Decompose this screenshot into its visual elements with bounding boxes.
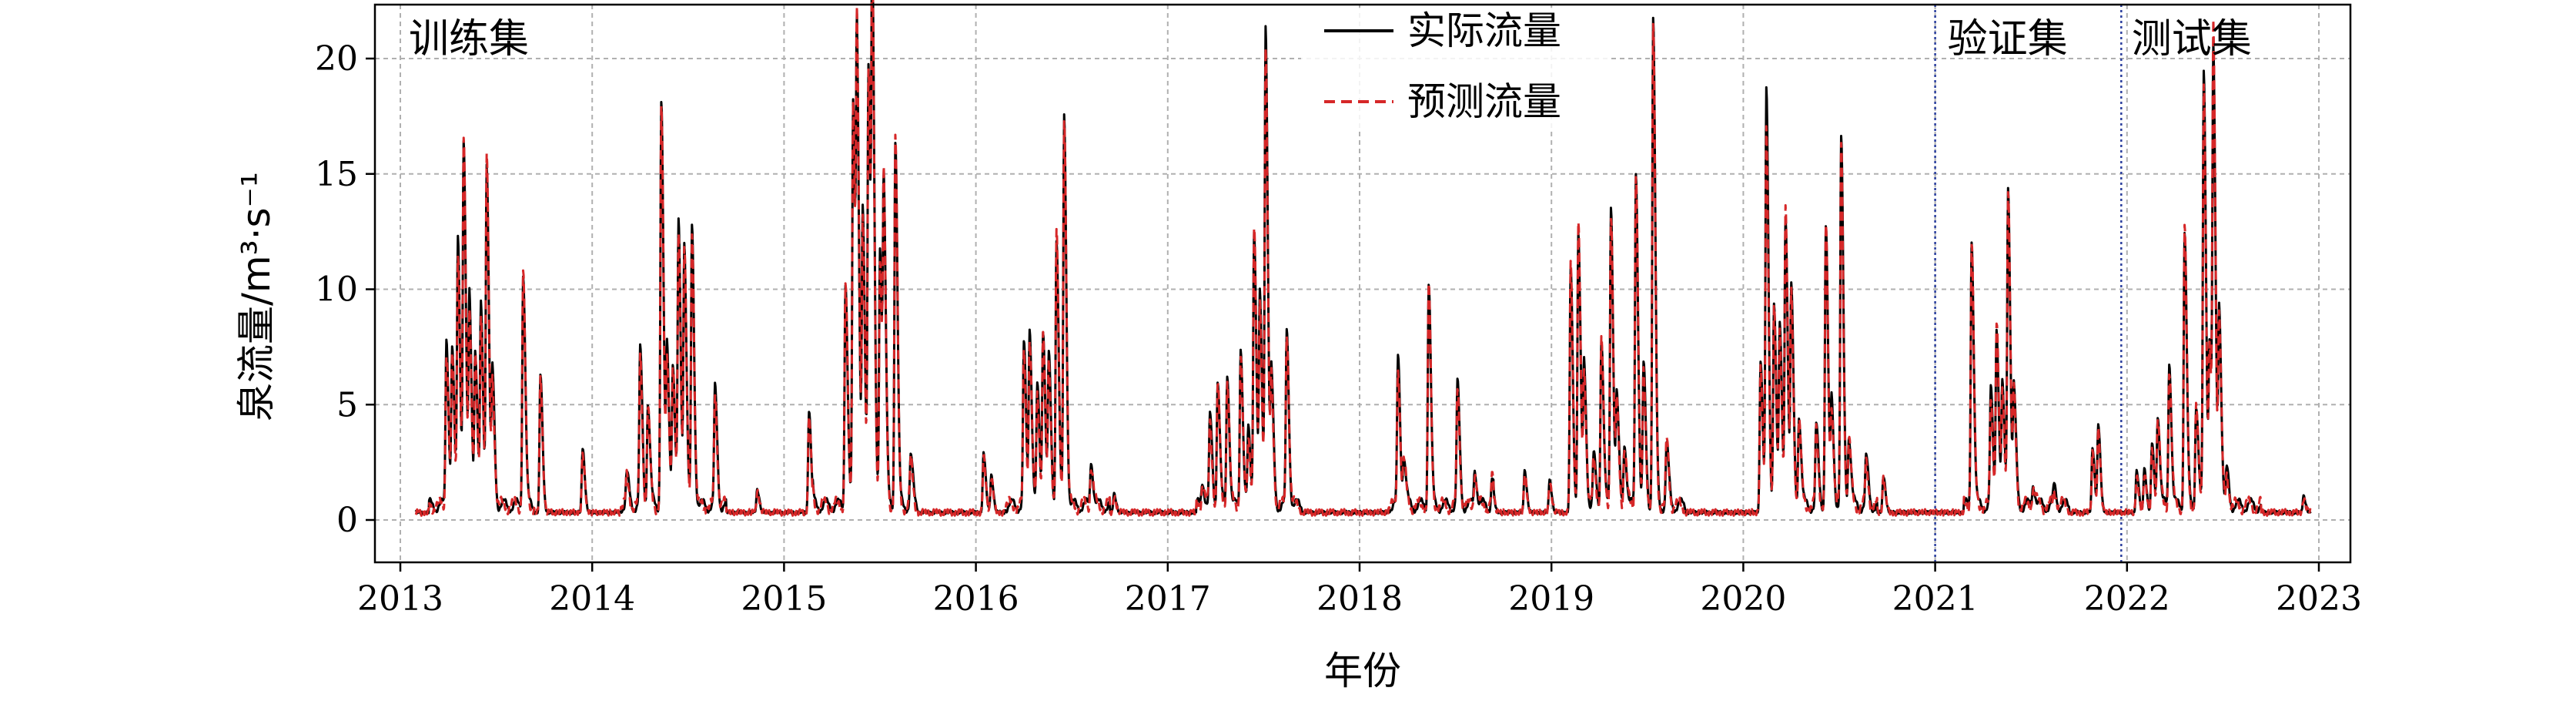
series-layer — [414, 0, 2312, 517]
x-tick-label: 2014 — [549, 579, 635, 619]
x-axis-ticks: 2013 2014 2015 2016 2017 2018 2019 2020 2021 2022… — [357, 562, 2362, 619]
region-label: 测试集 — [2132, 16, 2252, 62]
legend-label-actual: 实际流量 — [1407, 8, 1561, 53]
x-tick-label: 2022 — [2084, 579, 2170, 619]
region-label: 验证集 — [1948, 16, 2068, 62]
y-axis-title: 泉流量/m³·s⁻¹ — [234, 172, 279, 421]
x-tick-label: 2018 — [1316, 579, 1403, 619]
y-tick-label: 5 — [336, 385, 358, 424]
x-tick-label: 2015 — [741, 579, 827, 619]
x-tick-label: 2013 — [357, 579, 443, 619]
region-labels: 训练集 验证集 测试集 — [409, 16, 2252, 62]
plot-frame — [373, 3, 2352, 564]
y-tick-label: 0 — [336, 501, 358, 540]
y-tick-label: 20 — [315, 39, 358, 79]
y-axis-ticks: 0 5 10 15 20 — [315, 39, 375, 540]
x-tick-label: 2023 — [2276, 579, 2362, 619]
x-tick-label: 2019 — [1508, 579, 1594, 619]
x-axis-title: 年份 — [1324, 649, 1401, 693]
y-tick-label: 15 — [315, 155, 358, 194]
grid-layer — [375, 5, 2350, 562]
legend-background — [1301, 8, 1609, 131]
x-tick-label: 2016 — [933, 579, 1019, 619]
region-label: 训练集 — [409, 16, 529, 62]
x-tick-label: 2017 — [1125, 579, 1211, 619]
y-tick-label: 10 — [315, 270, 358, 310]
legend-label-predicted: 预测流量 — [1407, 79, 1561, 124]
x-tick-label: 2020 — [1700, 579, 1786, 619]
x-tick-label: 2021 — [1892, 579, 1979, 619]
split-lines — [1934, 5, 2123, 562]
legend: 实际流量 预测流量 — [1301, 8, 1609, 131]
series-line-predicted — [414, 0, 2312, 517]
